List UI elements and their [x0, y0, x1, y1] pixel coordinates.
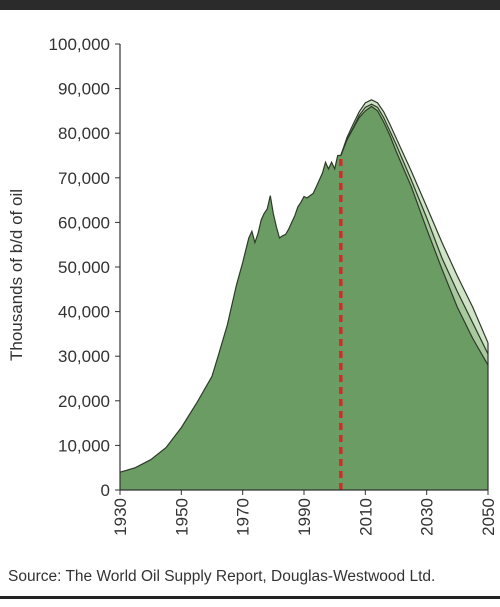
x-tick-label: 2010: [356, 498, 375, 536]
y-tick-label: 70,000: [58, 169, 110, 188]
y-tick-label: 20,000: [58, 392, 110, 411]
y-tick-label: 10,000: [58, 436, 110, 455]
y-tick-label: 50,000: [58, 258, 110, 277]
x-tick-label: 2030: [418, 498, 437, 536]
x-tick-label: 2050: [479, 498, 498, 536]
y-tick-label: 90,000: [58, 80, 110, 99]
low-scenario-line: [340, 105, 489, 366]
low-scenario-area: [120, 106, 488, 491]
y-tick-labels: 0 10,000 20,000 30,000 40,000 50,000 60,000 70,…: [49, 35, 120, 500]
y-tick-label: 100,000: [49, 35, 110, 54]
y-tick-label: 30,000: [58, 347, 110, 366]
bottom-border-line: [0, 596, 500, 599]
y-axis-label: Thousands of b/d of oil: [7, 189, 26, 361]
area-layer: [119, 99, 489, 491]
x-tick-labels: 1930 1950 1970 1990 2010 2030 2050: [111, 490, 498, 536]
y-tick-label: 0: [101, 481, 110, 500]
oil-production-chart: 0 10,000 20,000 30,000 40,000 50,000 60,000 70,…: [7, 35, 498, 536]
x-tick-label: 1970: [234, 498, 253, 536]
historical-production-line: [119, 154, 341, 473]
y-tick-label: 40,000: [58, 303, 110, 322]
source-note: Source: The World Oil Supply Report, Dou…: [8, 568, 436, 585]
mid-scenario-line: [340, 103, 489, 355]
top-border-bar: [0, 0, 500, 10]
x-tick-label: 1930: [111, 498, 130, 536]
y-tick-label: 60,000: [58, 213, 110, 232]
high-scenario-line: [340, 99, 489, 344]
y-tick-label: 80,000: [58, 124, 110, 143]
x-tick-label: 1990: [295, 498, 314, 536]
x-tick-label: 1950: [172, 498, 191, 536]
